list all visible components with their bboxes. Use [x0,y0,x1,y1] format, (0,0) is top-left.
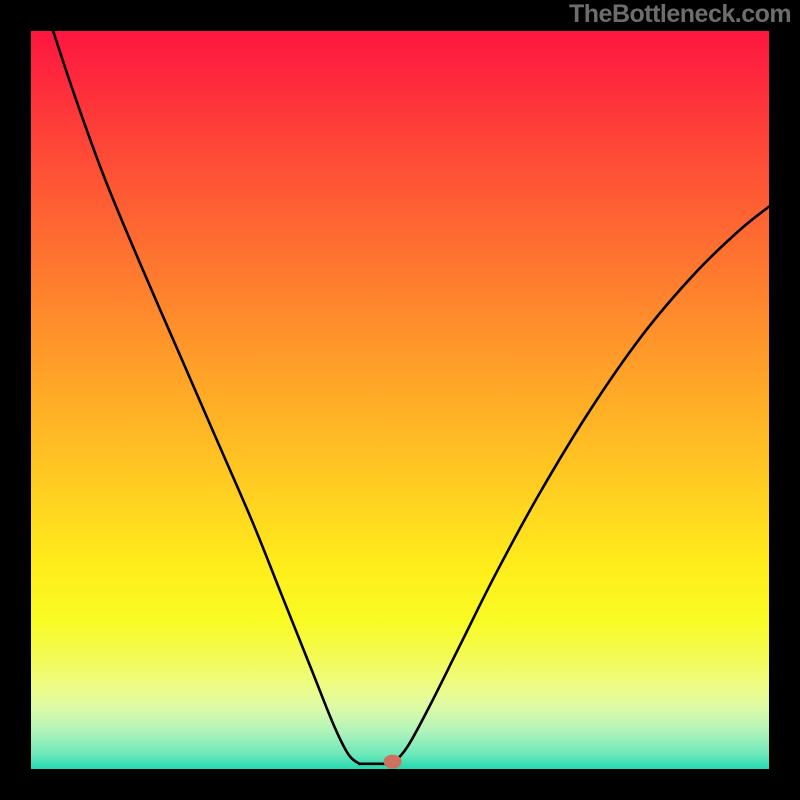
gradient-background [31,31,769,769]
minimum-marker [384,755,402,769]
watermark-text: TheBottleneck.com [569,0,791,29]
plot-area [31,31,769,769]
plot-svg [31,31,769,769]
